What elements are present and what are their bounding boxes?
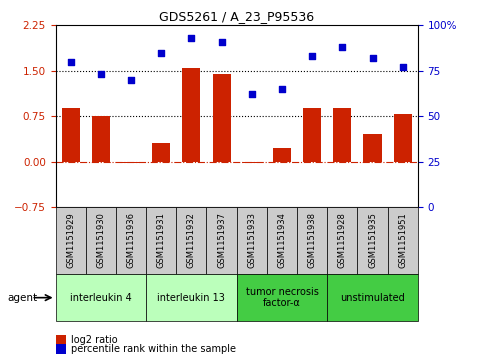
Bar (146, 274, 237, 321)
Point (278, 86, 286, 92)
Bar (116, 207, 146, 274)
Text: GSM1151933: GSM1151933 (247, 212, 256, 268)
Bar (297, 207, 327, 274)
Text: GSM1151951: GSM1151951 (398, 212, 407, 268)
Bar (92, 115, 110, 162)
Text: GSM1151928: GSM1151928 (338, 212, 347, 268)
Bar (146, 207, 176, 274)
Point (339, 44, 346, 50)
Bar (273, 148, 291, 162)
Text: unstimulated: unstimulated (340, 293, 405, 303)
Point (67, 59, 74, 65)
Bar (333, 108, 352, 162)
Text: GSM1151935: GSM1151935 (368, 212, 377, 268)
Bar (62, 108, 80, 162)
Bar (207, 207, 237, 274)
Text: GSM1151938: GSM1151938 (308, 212, 317, 268)
Bar (176, 207, 207, 274)
Bar (388, 207, 418, 274)
Point (369, 55, 376, 61)
Bar (394, 114, 412, 162)
Text: percentile rank within the sample: percentile rank within the sample (71, 344, 236, 354)
Text: GSM1151937: GSM1151937 (217, 212, 226, 268)
Bar (237, 207, 267, 274)
Text: log2 ratio: log2 ratio (71, 335, 118, 345)
Text: GSM1151930: GSM1151930 (96, 212, 105, 268)
Bar (357, 207, 388, 274)
Point (127, 77, 135, 83)
Text: GSM1151929: GSM1151929 (66, 212, 75, 268)
Text: GSM1151931: GSM1151931 (156, 212, 166, 268)
Bar (56, 274, 146, 321)
Bar (183, 68, 200, 162)
Point (187, 35, 195, 41)
Point (218, 39, 226, 45)
Bar (327, 207, 357, 274)
Bar (303, 108, 321, 162)
Text: GSM1151934: GSM1151934 (277, 212, 286, 268)
Point (308, 53, 316, 59)
Bar (267, 207, 297, 274)
Bar (213, 74, 231, 162)
Bar (327, 274, 418, 321)
Title: GDS5261 / A_23_P95536: GDS5261 / A_23_P95536 (159, 10, 314, 23)
Bar (242, 162, 261, 163)
Point (399, 64, 407, 70)
Point (97, 72, 105, 77)
Bar (152, 143, 170, 162)
Text: interleukin 13: interleukin 13 (157, 293, 226, 303)
Bar (56, 207, 86, 274)
Bar (237, 274, 327, 321)
Text: GSM1151936: GSM1151936 (127, 212, 136, 268)
Point (157, 50, 165, 56)
Bar (122, 162, 140, 163)
Bar (364, 134, 382, 162)
Text: agent: agent (7, 293, 37, 303)
Bar (86, 207, 116, 274)
Text: GSM1151932: GSM1151932 (187, 212, 196, 268)
Text: tumor necrosis
factor-α: tumor necrosis factor-α (245, 287, 318, 309)
Text: interleukin 4: interleukin 4 (70, 293, 132, 303)
Point (248, 91, 256, 97)
